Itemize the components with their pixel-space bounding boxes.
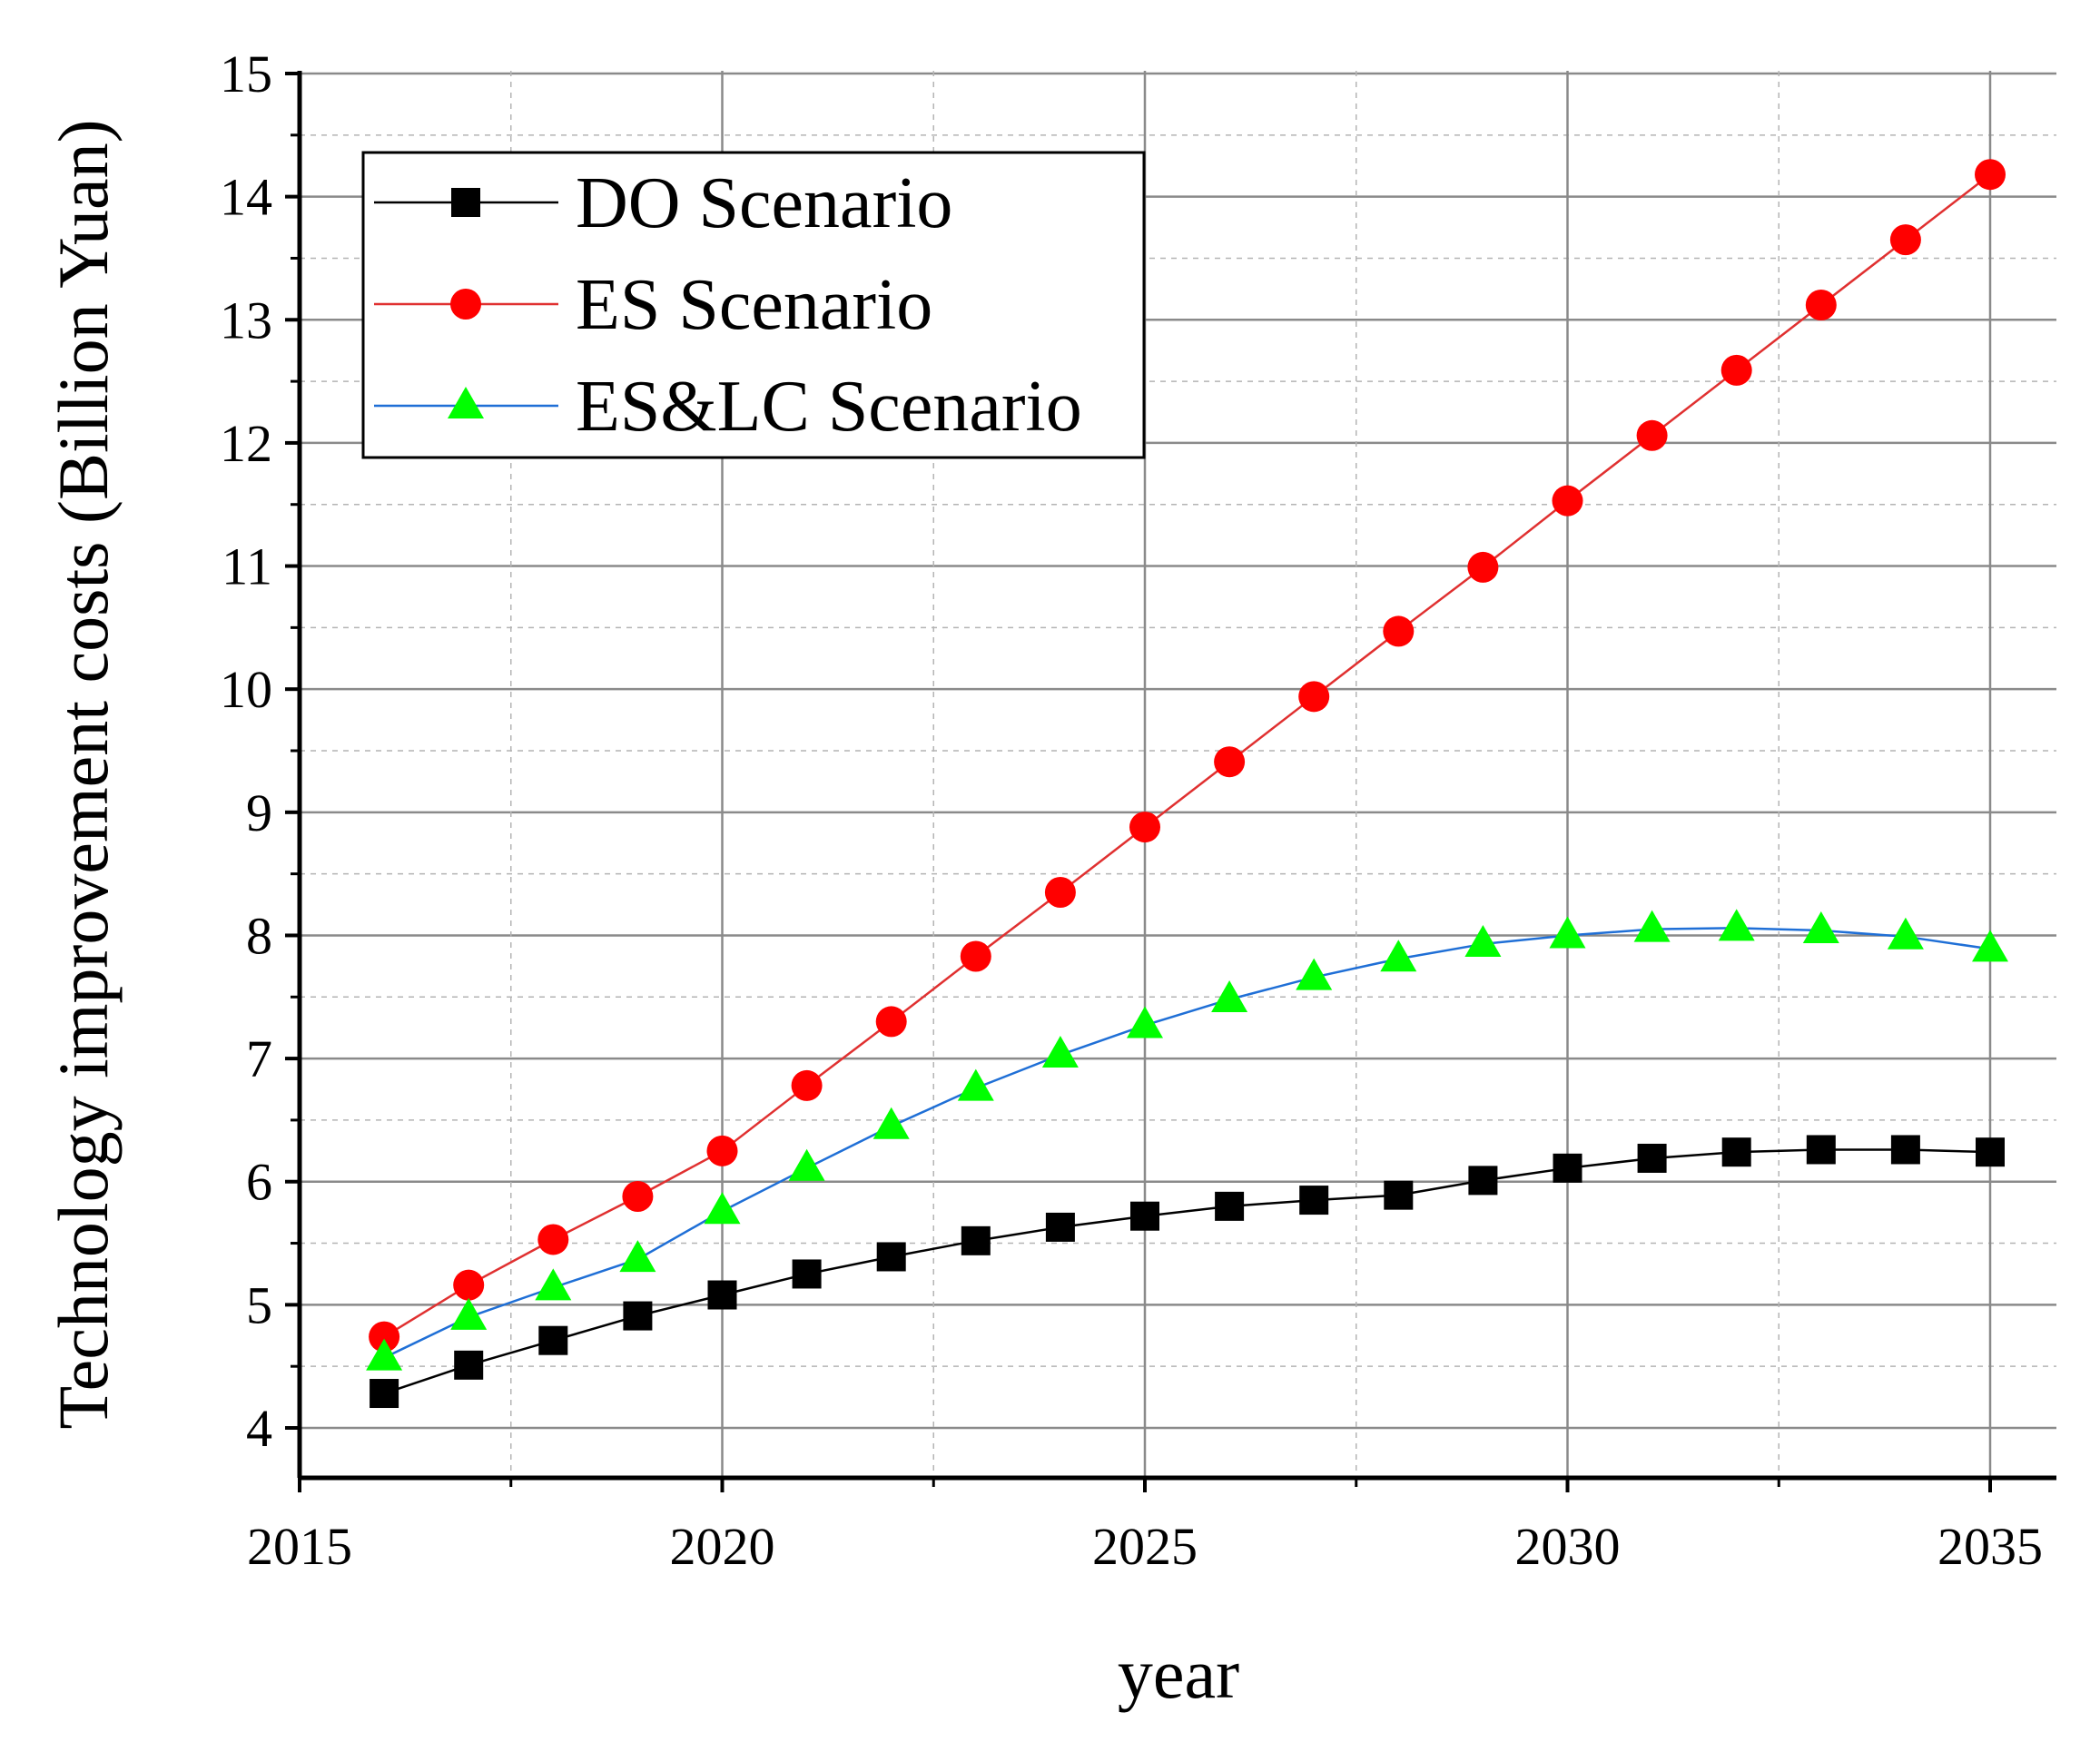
data-point-square	[1890, 1135, 1920, 1165]
y-tick-label: 12	[220, 414, 272, 473]
x-tick-label: 2025	[1092, 1517, 1198, 1576]
y-tick-label: 9	[246, 783, 272, 842]
data-point-triangle	[1633, 910, 1671, 942]
data-point-square	[1130, 1201, 1159, 1231]
y-tick-label: 4	[246, 1399, 272, 1458]
data-point-square	[1215, 1191, 1245, 1221]
y-tick-label: 5	[246, 1275, 272, 1334]
data-point-triangle	[1549, 916, 1586, 949]
x-tick-label: 2035	[1937, 1517, 2043, 1576]
data-point-square	[1299, 1186, 1329, 1215]
legend-marker-square	[451, 188, 480, 217]
data-point-square	[961, 1225, 991, 1255]
series-line-1	[383, 173, 1991, 1338]
legend-label: ES Scenario	[576, 265, 932, 345]
data-point-circle	[1383, 615, 1415, 647]
y-tick-label: 11	[222, 537, 272, 596]
data-point-triangle	[535, 1268, 572, 1301]
data-point-square	[454, 1350, 484, 1380]
data-point-circle	[875, 1006, 907, 1038]
legend-label: ES&LC Scenario	[576, 367, 1082, 447]
data-point-triangle	[1296, 958, 1333, 990]
data-point-circle	[1552, 485, 1583, 517]
x-tick-label: 2030	[1515, 1517, 1621, 1576]
x-axis-title: year	[1118, 1634, 1239, 1713]
data-point-triangle	[704, 1192, 741, 1225]
data-point-circle	[1636, 419, 1668, 451]
y-tick-label: 13	[220, 290, 272, 349]
data-point-triangle	[450, 1297, 488, 1330]
data-point-triangle	[366, 1338, 403, 1371]
data-point-triangle	[873, 1107, 910, 1139]
y-tick-label: 15	[220, 44, 272, 103]
data-point-triangle	[1464, 924, 1502, 957]
data-point-triangle	[1887, 917, 1924, 950]
data-point-triangle	[1127, 1006, 1163, 1038]
data-point-circle	[1975, 159, 2006, 191]
data-point-square	[1553, 1153, 1582, 1183]
data-point-circle	[1805, 289, 1837, 320]
series-markers	[366, 159, 2008, 1409]
data-point-circle	[706, 1135, 738, 1166]
data-point-square	[1976, 1137, 2005, 1167]
data-point-triangle	[1380, 940, 1417, 972]
data-point-square	[1045, 1212, 1075, 1242]
data-point-square	[1637, 1143, 1667, 1173]
data-point-circle	[1889, 224, 1921, 256]
y-tick-label: 14	[220, 168, 272, 227]
data-point-circle	[1044, 876, 1076, 908]
data-point-circle	[622, 1181, 654, 1213]
data-point-triangle	[1041, 1036, 1079, 1068]
x-tick-label: 2015	[247, 1517, 352, 1576]
legend-label: DO Scenario	[576, 163, 952, 243]
data-point-circle	[1720, 354, 1752, 386]
data-point-circle	[1298, 681, 1330, 713]
data-point-square	[623, 1301, 653, 1331]
data-point-square	[792, 1259, 822, 1289]
legend-marker-triangle	[448, 387, 484, 418]
data-point-triangle	[957, 1068, 994, 1101]
data-point-square	[707, 1280, 737, 1310]
legend-marker-circle	[450, 289, 481, 320]
data-point-circle	[1467, 551, 1499, 583]
data-point-triangle	[1718, 909, 1755, 941]
data-point-square	[876, 1242, 906, 1272]
data-point-circle	[453, 1269, 485, 1301]
data-point-triangle	[619, 1240, 656, 1273]
data-point-square	[1806, 1135, 1836, 1165]
data-point-square	[1384, 1180, 1414, 1210]
data-point-triangle	[1802, 911, 1839, 944]
y-tick-label: 7	[246, 1029, 272, 1088]
data-point-circle	[791, 1069, 823, 1101]
data-point-circle	[537, 1224, 569, 1255]
data-point-square	[1721, 1137, 1751, 1167]
data-point-circle	[1214, 746, 1246, 778]
axis-ticks: 4 5 6 7 8 9 10 11 12 13 14 15 2015 2020 2025 2030 2035	[220, 44, 2043, 1576]
data-point-triangle	[1211, 979, 1248, 1012]
y-tick-label: 10	[220, 660, 272, 719]
data-point-circle	[1129, 812, 1160, 843]
data-point-triangle	[788, 1148, 825, 1181]
data-point-circle	[960, 940, 991, 972]
legend: DO Scenario ES Scenario ES&LC Scenario	[361, 151, 1146, 459]
data-point-square	[538, 1325, 568, 1355]
data-point-triangle	[1972, 930, 2008, 962]
data-point-square	[1468, 1166, 1498, 1196]
x-tick-label: 2020	[670, 1517, 775, 1576]
data-point-square	[370, 1379, 399, 1409]
data-point-circle	[369, 1321, 400, 1353]
y-tick-label: 6	[246, 1153, 272, 1212]
y-tick-label: 8	[246, 906, 272, 965]
y-axis-title: Technology improvement costs (Billion Yu…	[44, 119, 123, 1429]
series-line-2	[383, 927, 1991, 1359]
